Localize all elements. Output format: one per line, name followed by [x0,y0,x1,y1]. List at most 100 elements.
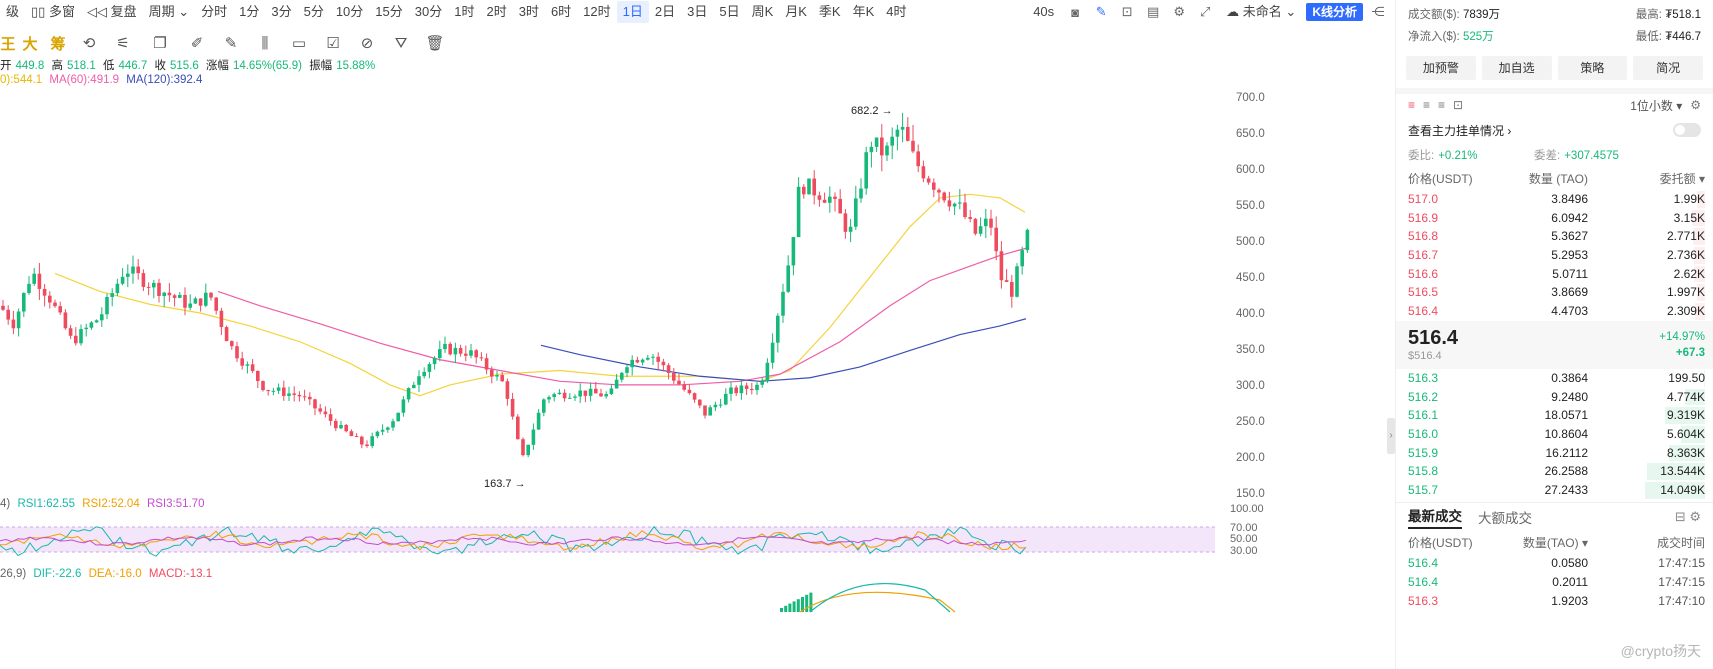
bid-row[interactable]: 515.9 16.2112 8.363K [1396,444,1713,463]
period-6[interactable]: 3分 [271,4,292,19]
camera-icon[interactable]: ◙ [1071,4,1080,20]
filter-icon[interactable]: ⛛ [394,34,408,52]
replay-button[interactable]: ◁◁ 复盘 [86,4,137,19]
kline-chart[interactable]: 150.0 200.0 250.0 300.0 350.0 400.0 450.0 500.0… [0,0,1395,669]
kline-analysis-button[interactable]: K线分析 [1306,3,1363,21]
period-7[interactable]: 5分 [303,4,324,19]
draw-mode-icon[interactable]: ⟲ [82,35,96,52]
edit-icon[interactable]: ☑ [326,35,340,52]
both-sides-icon[interactable]: ≡ [1408,98,1416,112]
candle-body [84,327,88,330]
price-tick: 550.0 [1236,200,1265,212]
pen-icon[interactable]: ✎ [1095,4,1107,19]
depth-icon[interactable]: ⊡ [1453,98,1464,112]
period-10[interactable]: 30分 [414,4,443,19]
pencil-icon[interactable]: ✎ [224,35,238,52]
period-dropdown[interactable]: 周期 ⌄ [148,4,190,19]
trade-settings-icons[interactable]: ⊟ ⚙ [1674,509,1701,525]
indicator-chou[interactable]: 筹 [50,35,66,53]
ask-row[interactable]: 516.8 5.3627 2.771K [1396,227,1713,246]
bid-row[interactable]: 516.0 10.8604 5.604K [1396,425,1713,444]
tab-latest-trades[interactable]: 最新成交 [1408,505,1462,530]
candle-body [370,436,374,447]
period-24[interactable]: 4时 [886,4,907,19]
price-tick: 700.0 [1236,92,1265,104]
period-13[interactable]: 3时 [518,4,539,19]
bids-only-icon[interactable]: ≡ [1423,98,1431,112]
orderbook-settings-icon[interactable]: ⚙ [1690,98,1701,112]
ob-amount-header[interactable]: 委托额 ▾ [1659,172,1705,186]
add-alert-button[interactable]: 加预警 [1406,56,1476,80]
rsi-tick: 50.00 [1230,533,1258,545]
ask-row[interactable]: 516.5 3.8669 1.997K [1396,283,1713,302]
tab-big-trades[interactable]: 大额成交 [1478,511,1532,527]
ask-row[interactable]: 516.6 5.0711 2.62K [1396,265,1713,284]
asks-only-icon[interactable]: ≡ [1438,98,1446,112]
whale-orders-row[interactable]: 查看主力挂单情况 › [1396,116,1713,144]
indicator-da[interactable]: 大 [22,35,38,53]
period-4[interactable]: 分时 [201,4,228,19]
bid-row[interactable]: 515.8 26.2588 13.544K [1396,462,1713,481]
magnet-icon[interactable]: ⊘ [360,35,374,52]
candle-body [542,399,546,413]
candle-body [432,358,437,365]
tb-level[interactable]: 级 [6,4,20,19]
candle-body [932,182,936,190]
ask-row[interactable]: 516.7 5.2953 2.736K [1396,246,1713,265]
fullscreen-icon[interactable]: ⤢ [1199,4,1211,19]
clipboard-icon[interactable]: ▭ [291,35,307,52]
candle-body [63,312,68,329]
layout-icon[interactable]: ▤ [1147,4,1160,19]
depth-bar [1696,284,1705,302]
candle-body [885,145,889,156]
trash-icon[interactable]: 🗑 [425,35,445,52]
period-21[interactable]: 月K [785,4,807,19]
period-17[interactable]: 2日 [654,4,676,19]
period-19[interactable]: 5日 [719,4,740,19]
period-11[interactable]: 1时 [454,4,475,19]
whale-orders-toggle[interactable] [1673,123,1701,137]
multi-window-button[interactable]: ▯▯ 多窗 [31,4,75,19]
ob-price: 516.4 [1408,304,1439,319]
panel-splitter[interactable]: › [1387,418,1395,454]
rsi-info: 4) RSI1:62.55 RSI2:52.04 RSI3:51.70 [0,498,208,510]
period-18[interactable]: 3日 [687,4,708,19]
period-23[interactable]: 年K [852,4,875,19]
period-12[interactable]: 2时 [486,4,507,19]
period-9[interactable]: 15分 [375,4,403,19]
bid-row[interactable]: 515.7 27.2433 14.049K [1396,481,1713,500]
gear-icon[interactable]: ⚙ [1173,4,1185,19]
decimals-dropdown[interactable]: 1位小数 ▾ [1630,98,1683,113]
period-16[interactable]: 1日 [616,1,649,23]
template-dropdown[interactable]: ☁ 未命名 ⌄ [1226,4,1297,19]
tr-qty-header[interactable]: 数量(TAO) ▾ [1522,535,1588,550]
trade-price: 516.4 [1408,574,1439,589]
orderbook-header: 价格(USDT) 数量 (TAO) 委托额 ▾ [1396,168,1713,190]
ask-row[interactable]: 517.0 3.8496 1.99K [1396,190,1713,209]
strategy-button[interactable]: 策略 [1557,56,1628,80]
add-watchlist-button[interactable]: 加自选 [1481,56,1552,80]
bid-row[interactable]: 516.2 9.2480 4.774K [1396,388,1713,407]
brush-icon[interactable]: ⚟ [116,35,130,52]
layers-icon[interactable]: ❐ [153,35,167,52]
period-22[interactable]: 季K [818,4,841,19]
ask-row[interactable]: 516.4 4.4703 2.309K [1396,302,1713,321]
overview-button[interactable]: 简况 [1633,56,1703,80]
indicator-wang[interactable]: 王 [0,35,16,53]
ruler-icon[interactable]: ✐ [190,35,204,52]
period-14[interactable]: 6时 [550,4,572,19]
candle-body [713,404,718,408]
ob-qty-header: 数量 (TAO) [1528,172,1588,186]
candle-body [786,265,790,292]
bid-row[interactable]: 516.3 0.3864 199.50 [1396,369,1713,388]
period-5[interactable]: 1分 [239,4,260,19]
share-icon[interactable]: ⋲ [1371,4,1385,19]
resize-icon[interactable]: ⊡ [1121,4,1133,19]
bid-row[interactable]: 516.1 18.0571 9.319K [1396,406,1713,425]
period-15[interactable]: 12时 [583,4,611,19]
ask-row[interactable]: 516.9 6.0942 3.15K [1396,209,1713,228]
period-8[interactable]: 10分 [335,4,364,19]
period-20[interactable]: 周K [751,4,774,19]
period-list: 分时 1分 3分 5分 10分 15分 30分 1时 2时 3时 6时 12时 1日 2日 3日 5日 周K 月K… [195,1,912,23]
candle-tool-icon[interactable]: ⫼ [261,34,269,52]
